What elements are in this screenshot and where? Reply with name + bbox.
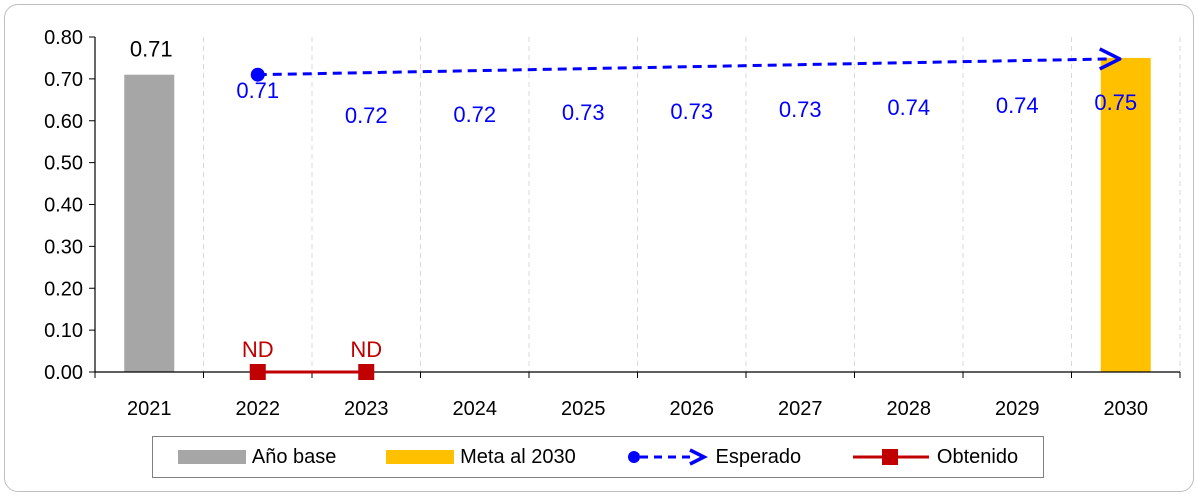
- expected-start-point: [250, 67, 265, 82]
- legend-label-base: Año base: [251, 445, 337, 468]
- bar-label-2021: 0.71: [130, 37, 173, 62]
- legend-swatch-obtained: [852, 449, 929, 465]
- legend: Año base Meta al 2030 Esperado Obtenido: [152, 436, 1044, 478]
- legend-swatch-expected: [627, 448, 708, 466]
- y-tick-label: 0.50: [44, 153, 83, 175]
- obtained-marker-2023: [358, 364, 375, 380]
- y-tick-label: 0.40: [44, 195, 83, 217]
- expected-label-2026: 0.73: [670, 99, 713, 124]
- y-tick-label: 0.70: [44, 69, 83, 91]
- y-tick-label: 0.10: [44, 320, 83, 342]
- legend-label-obtained: Obtenido: [936, 445, 1019, 468]
- x-tick-label-2029: 2029: [995, 398, 1040, 420]
- legend-swatch-goal: [386, 450, 455, 464]
- bar-2021: [124, 74, 175, 372]
- y-tick-label: 0.80: [44, 27, 83, 49]
- bar-2030: [1100, 57, 1151, 372]
- x-tick-label-2028: 2028: [887, 398, 932, 420]
- x-tick-label-2024: 2024: [453, 398, 498, 420]
- expected-line: [257, 57, 1110, 77]
- legend-label-goal: Meta al 2030: [460, 445, 576, 468]
- y-tick-label: 0.60: [44, 111, 83, 133]
- expected-label-2030: 0.75: [1094, 90, 1137, 115]
- expected-label-2028: 0.74: [887, 95, 930, 120]
- expected-label-2027: 0.73: [779, 97, 822, 122]
- obtained-marker-2022: [249, 364, 266, 380]
- expected-label-2022: 0.71: [236, 78, 279, 103]
- x-tick-label-2022: 2022: [236, 398, 281, 420]
- x-tick-label-2023: 2023: [344, 398, 389, 420]
- y-tick-label: 0.00: [44, 362, 83, 384]
- obtained-label-2023: ND: [350, 337, 382, 362]
- legend-label-expected: Esperado: [715, 445, 802, 468]
- legend-item-base: Año base: [177, 445, 337, 469]
- expected-label-2024: 0.72: [453, 102, 496, 127]
- x-tick-label-2026: 2026: [670, 398, 715, 420]
- legend-item-expected: Esperado: [626, 445, 802, 469]
- expected-label-2029: 0.74: [996, 93, 1039, 118]
- expected-label-2025: 0.73: [562, 100, 605, 125]
- chart-frame: [4, 4, 1194, 492]
- y-tick-label: 0.20: [44, 278, 83, 300]
- x-tick-label-2025: 2025: [561, 398, 606, 420]
- expected-arrowhead: [1098, 47, 1122, 71]
- x-tick-label-2027: 2027: [778, 398, 823, 420]
- expected-label-2023: 0.72: [345, 103, 388, 128]
- legend-item-goal: Meta al 2030: [386, 446, 576, 469]
- legend-swatch-base: [177, 450, 246, 464]
- chart-svg: 0.71 0.00 0.10 0.20 0.30 0.40 0.50 0.60 0.70 0.80…: [44, 27, 1181, 420]
- legend-item-obtained: Obtenido: [851, 446, 1018, 469]
- x-tick-label-2030: 2030: [1104, 398, 1149, 420]
- y-tick-label: 0.30: [44, 236, 83, 258]
- obtained-label-2022: ND: [242, 337, 274, 362]
- x-tick-label-2021: 2021: [127, 398, 172, 420]
